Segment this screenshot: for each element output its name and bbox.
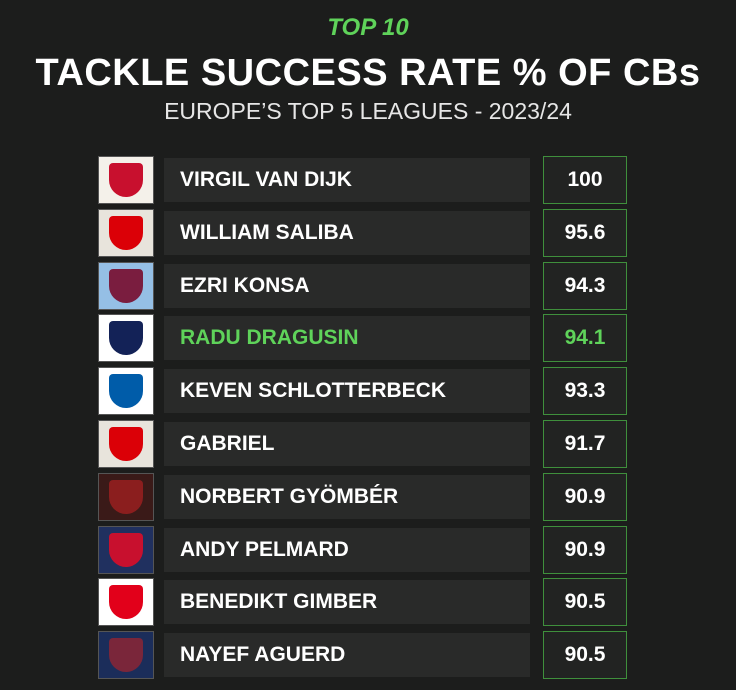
club-badge [98,525,154,574]
name-bar [164,316,530,361]
club-crest [109,374,143,409]
tackle-rate: 90.5 [543,631,627,680]
table-row: BENEDIKT GIMBER 90.5 [98,578,628,627]
name-bar [164,158,530,202]
tackle-rate: 91.7 [543,420,627,468]
name-bar [164,633,530,678]
name-bar [164,580,530,625]
club-badge [98,156,154,204]
table-row: GABRIEL 91.7 [98,420,628,468]
name-bar [164,263,530,308]
name-bar [164,474,530,519]
player-name: ANDY PELMARD [180,537,349,561]
table-row: NORBERT GYÖMBÉR 90.9 [98,472,628,521]
kicker: TOP 10 [327,14,409,41]
club-crest [109,268,143,303]
subtitle: EUROPE’S TOP 5 LEAGUES - 2023/24 [164,98,572,124]
club-crest [109,163,143,197]
tackle-rate: 90.9 [543,525,627,574]
tackle-rate: 93.3 [543,367,627,416]
club-crest [109,479,143,514]
club-crest [109,215,143,250]
club-badge [98,631,154,680]
club-badge [98,420,154,468]
club-badge [98,261,154,310]
name-bar [164,527,530,572]
club-crest [109,638,143,673]
player-name: GABRIEL [180,432,275,455]
player-name: NORBERT GYÖMBÉR [180,484,399,508]
name-bar [164,210,530,255]
club-crest [109,427,143,461]
club-badge [98,314,154,363]
club-crest [109,321,143,356]
club-badge [98,367,154,416]
name-bar [164,369,530,414]
table-row: NAYEF AGUERD 90.5 [98,631,628,680]
tackle-rate: 90.5 [543,578,627,627]
player-name: VIRGIL VAN DIJK [180,168,352,191]
club-badge [98,472,154,521]
tackle-rate: 90.9 [543,472,627,521]
table-row: KEVEN SCHLOTTERBECK 93.3 [98,367,628,416]
table-row: EZRI KONSA 94.3 [98,261,628,310]
player-name: KEVEN SCHLOTTERBECK [180,379,447,403]
player-name: EZRI KONSA [180,273,310,297]
tackle-rate: 95.6 [543,208,627,257]
player-name: BENEDIKT GIMBER [180,590,378,614]
title: TACKLE SUCCESS RATE % OF CBs [35,52,701,94]
table-row: RADU DRAGUSIN 94.1 [98,314,628,363]
tackle-rate: 100 [543,156,627,204]
club-badge [98,208,154,257]
tackle-rate: 94.1 [543,314,627,363]
table-row: ANDY PELMARD 90.9 [98,525,628,574]
name-bar [164,422,530,466]
club-badge [98,578,154,627]
tackle-rate: 94.3 [543,261,627,310]
player-name: WILLIAM SALIBA [180,220,354,244]
club-crest [109,585,143,620]
player-name: RADU DRAGUSIN [180,326,359,350]
table-row: WILLIAM SALIBA 95.6 [98,208,628,257]
club-crest [109,532,143,567]
player-name: NAYEF AGUERD [180,643,346,667]
table-row: VIRGIL VAN DIJK 100 [98,156,628,204]
